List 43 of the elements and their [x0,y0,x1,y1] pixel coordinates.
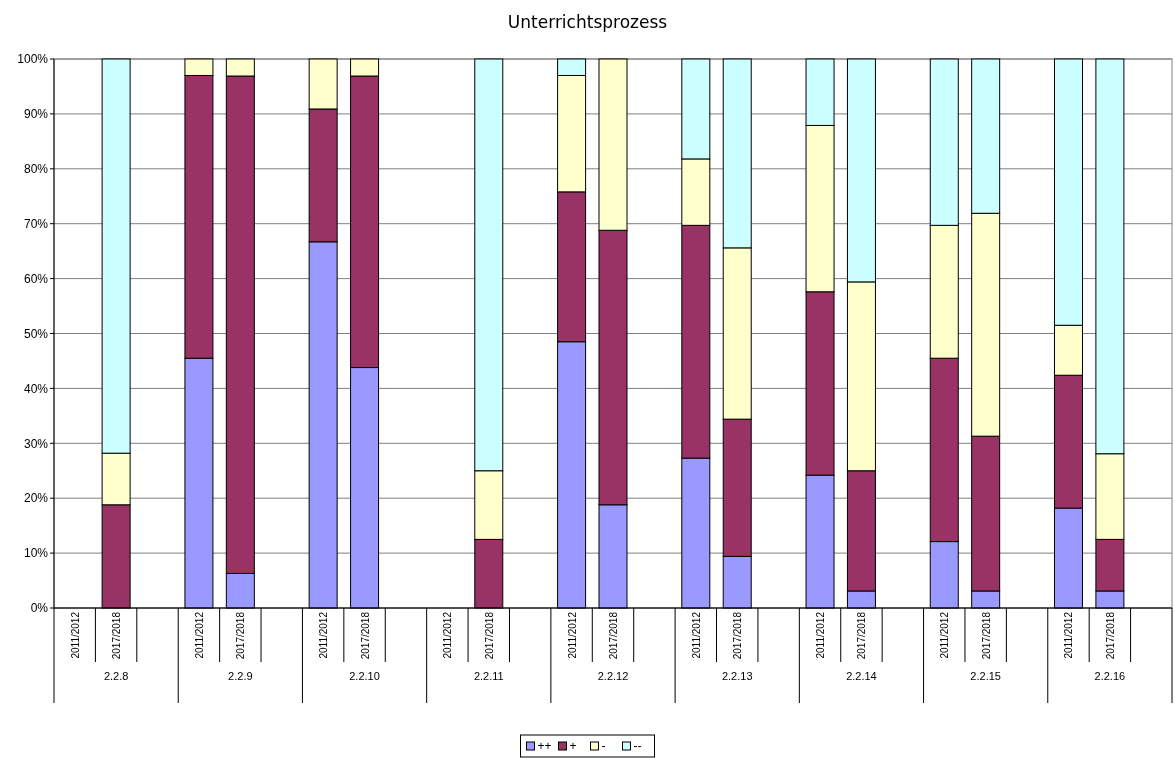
x-tick-label: 2017/2018 [732,611,744,660]
x-tick-label: 2017/2018 [111,611,123,660]
text: 2.2.11 [473,670,504,682]
legend-label: -- [633,739,642,753]
x-tick-label: 2017/2018 [1104,611,1116,660]
x-tick-label: 2017/2018 [483,611,495,660]
text: 2.2.13 [721,670,753,682]
text: 2.2.16 [1094,670,1126,682]
x-tick-label: 2011/2012 [1063,611,1075,659]
x-tick-label: 2017/2018 [359,611,371,660]
y-tick-label: 60% [23,271,49,286]
x-tick-label: 2011/2012 [442,611,454,659]
y-tick-label: 90% [23,107,49,122]
x-tick-label: 2011/2012 [690,611,702,659]
text: 2.2.15 [970,670,1001,682]
text: 2.2.9 [228,670,253,682]
y-tick-label: 30% [23,436,49,451]
y-tick-label: 100% [17,52,49,67]
x-tick-label: 2011/2012 [69,611,81,659]
y-tick-label: 80% [23,162,49,176]
text: 2.2.12 [597,670,629,682]
y-tick-label: 50% [23,326,49,341]
legend-label: ++ [537,739,552,753]
x-tick-label: 2017/2018 [608,611,619,660]
text: 2.2.14 [846,670,877,682]
legend-label: + [569,739,577,753]
text: 2.2.8 [103,670,129,682]
chart-title: Unterrichtsprozess [507,12,668,32]
y-tick-label: 20% [23,491,49,506]
x-tick-label: 2011/2012 [193,611,205,659]
x-tick-label: 2011/2012 [566,611,578,659]
y-tick-label: 0% [30,601,49,616]
x-tick-label: 2011/2012 [939,611,951,659]
text: 2.2.10 [349,670,380,682]
x-tick-label: 2011/2012 [318,611,330,659]
y-tick-label: 70% [23,216,49,231]
y-tick-label: 40% [23,381,49,396]
legend-label: - [601,739,606,753]
x-tick-label: 2017/2018 [856,611,868,660]
y-tick-label: 10% [23,546,49,561]
x-tick-label: 2017/2018 [235,611,247,660]
x-tick-label: 2011/2012 [815,611,827,659]
x-tick-label: 2017/2018 [980,611,992,660]
